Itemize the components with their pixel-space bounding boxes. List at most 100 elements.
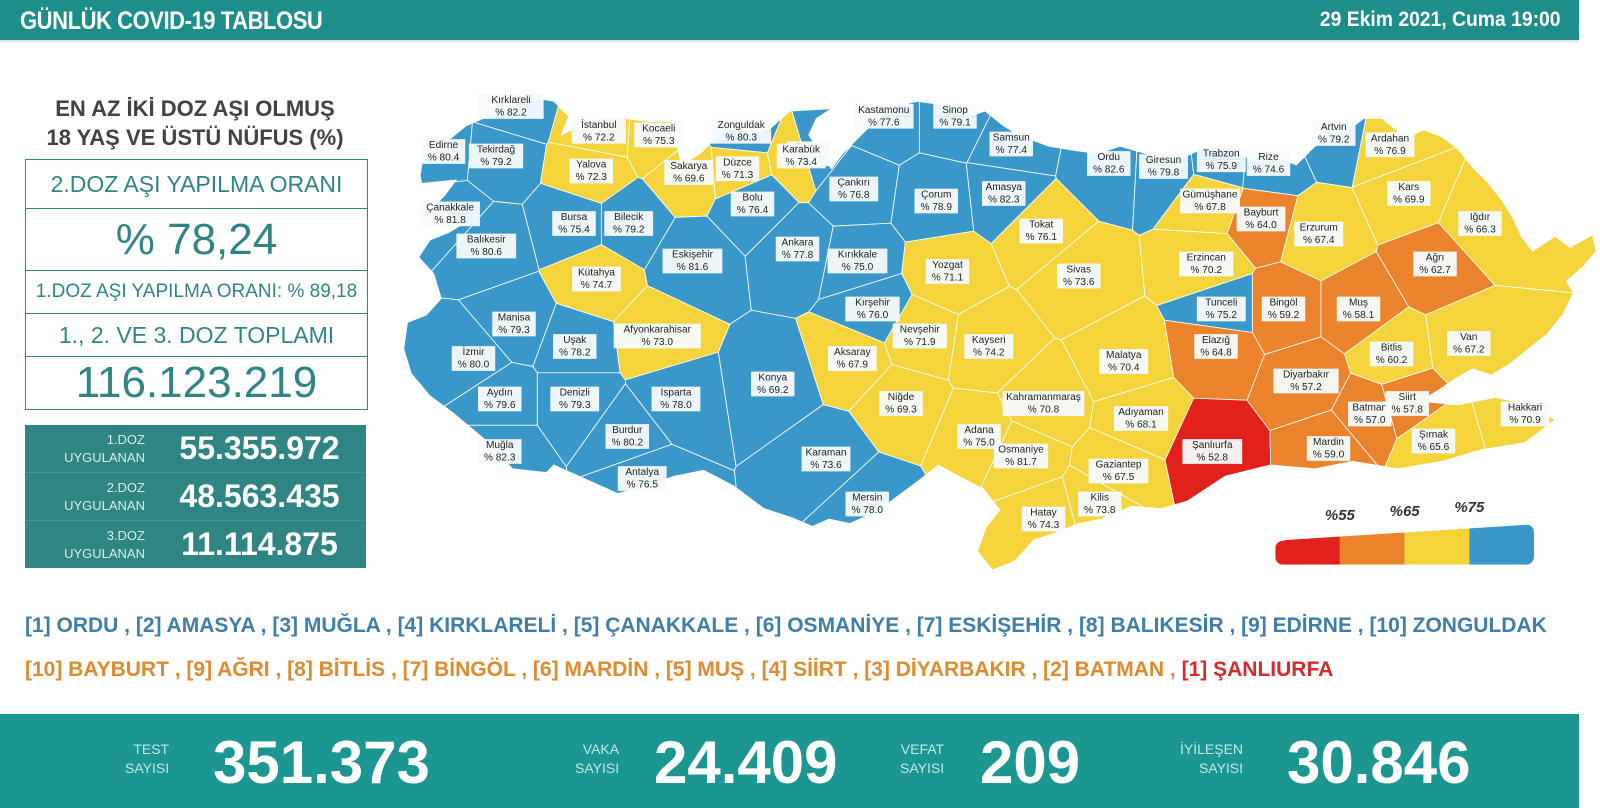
svg-text:% 82.3: % 82.3 (484, 453, 516, 464)
svg-text:% 73.4: % 73.4 (786, 157, 818, 168)
svg-text:Şırnak: Şırnak (1419, 430, 1449, 441)
svg-text:% 77.6: % 77.6 (868, 117, 900, 128)
svg-text:Trabzon: Trabzon (1203, 148, 1240, 159)
svg-text:Karaman: Karaman (805, 448, 846, 459)
svg-text:% 76.1: % 76.1 (1026, 232, 1058, 243)
svg-text:Eskişehir: Eskişehir (672, 250, 714, 261)
svg-text:% 57.8: % 57.8 (1392, 405, 1424, 416)
svg-text:Ankara: Ankara (781, 238, 813, 249)
svg-text:% 71.3: % 71.3 (722, 170, 754, 181)
svg-text:% 73.6: % 73.6 (1063, 277, 1095, 288)
svg-text:Aksaray: Aksaray (834, 347, 871, 358)
svg-text:Sinop: Sinop (942, 105, 968, 116)
svg-text:% 67.2: % 67.2 (1453, 345, 1485, 356)
svg-text:% 73.8: % 73.8 (1084, 505, 1116, 516)
svg-text:Elazığ: Elazığ (1202, 335, 1230, 346)
svg-text:Diyarbakır: Diyarbakır (1283, 370, 1330, 381)
svg-text:Uşak: Uşak (563, 335, 587, 346)
svg-text:Konya: Konya (758, 373, 787, 384)
svg-text:%75: %75 (1454, 499, 1485, 516)
svg-text:% 75.4: % 75.4 (558, 225, 590, 236)
svg-text:Tekirdağ: Tekirdağ (477, 145, 515, 156)
svg-text:Yozgat: Yozgat (932, 260, 963, 271)
svg-text:Düzce: Düzce (723, 157, 752, 168)
svg-text:Afyonkarahisar: Afyonkarahisar (624, 325, 692, 336)
svg-text:% 80.6: % 80.6 (471, 247, 503, 258)
svg-text:Iğdır: Iğdır (1470, 212, 1491, 223)
svg-text:% 70.2: % 70.2 (1191, 265, 1223, 276)
svg-text:% 69.6: % 69.6 (673, 174, 705, 185)
svg-text:Çorum: Çorum (921, 190, 951, 201)
svg-text:Rize: Rize (1258, 152, 1279, 163)
svg-text:% 72.2: % 72.2 (583, 132, 615, 143)
svg-text:Kütahya: Kütahya (578, 268, 615, 279)
svg-text:% 74.7: % 74.7 (581, 280, 613, 291)
svg-text:% 82.2: % 82.2 (495, 108, 527, 119)
svg-text:Batman: Batman (1352, 403, 1387, 414)
svg-text:Samsun: Samsun (993, 133, 1030, 144)
svg-text:% 76.0: % 76.0 (857, 310, 889, 321)
svg-text:% 78.0: % 78.0 (660, 400, 692, 411)
svg-text:Bursa: Bursa (561, 212, 588, 223)
svg-text:% 79.2: % 79.2 (480, 157, 512, 168)
svg-text:% 76.4: % 76.4 (737, 205, 769, 216)
svg-text:% 76.5: % 76.5 (627, 480, 659, 491)
svg-text:% 77.8: % 77.8 (782, 250, 814, 261)
svg-text:Sivas: Sivas (1066, 265, 1091, 276)
svg-text:% 76.8: % 76.8 (838, 190, 870, 201)
svg-text:Burdur: Burdur (612, 425, 643, 436)
svg-text:% 75.3: % 75.3 (643, 136, 675, 147)
svg-text:Tunceli: Tunceli (1205, 298, 1237, 309)
svg-text:Muğla: Muğla (486, 440, 514, 451)
svg-text:Antalya: Antalya (625, 467, 659, 478)
svg-text:Hakkari: Hakkari (1508, 403, 1542, 414)
svg-text:Yalova: Yalova (576, 160, 607, 171)
svg-text:Erzurum: Erzurum (1300, 223, 1338, 234)
svg-text:% 81.6: % 81.6 (677, 262, 709, 273)
svg-text:% 73.0: % 73.0 (642, 337, 674, 348)
svg-text:Kırşehir: Kırşehir (855, 298, 890, 309)
svg-text:% 76.9: % 76.9 (1374, 146, 1406, 157)
svg-text:Muş: Muş (1349, 298, 1368, 309)
svg-text:%55: %55 (1325, 507, 1356, 524)
svg-text:% 64.0: % 64.0 (1245, 220, 1277, 231)
svg-text:Siirt: Siirt (1399, 392, 1417, 403)
svg-text:% 67.5: % 67.5 (1103, 472, 1135, 483)
svg-text:Aydın: Aydın (487, 388, 513, 399)
svg-text:% 77.4: % 77.4 (996, 145, 1028, 156)
svg-text:Çanakkale: Çanakkale (426, 203, 474, 214)
svg-text:% 80.4: % 80.4 (428, 153, 460, 164)
svg-text:Ağrı: Ağrı (1426, 253, 1445, 264)
svg-text:Kastamonu: Kastamonu (858, 105, 909, 116)
svg-text:Kilis: Kilis (1090, 493, 1109, 504)
svg-text:Hatay: Hatay (1030, 508, 1057, 519)
svg-text:İzmir: İzmir (463, 345, 486, 358)
svg-text:Kırıkkale: Kırıkkale (838, 250, 878, 261)
svg-text:% 75.0: % 75.0 (842, 262, 874, 273)
svg-text:Sakarya: Sakarya (670, 161, 707, 172)
svg-text:% 67.4: % 67.4 (1303, 235, 1335, 246)
svg-text:% 81.7: % 81.7 (1005, 457, 1037, 468)
svg-text:% 57.2: % 57.2 (1290, 382, 1322, 393)
svg-text:% 67.8: % 67.8 (1194, 202, 1226, 213)
svg-text:Manisa: Manisa (498, 313, 531, 324)
svg-text:% 79.3: % 79.3 (559, 400, 591, 411)
svg-text:% 82.3: % 82.3 (988, 195, 1020, 206)
svg-text:% 81.8: % 81.8 (434, 215, 466, 226)
svg-text:% 74.3: % 74.3 (1028, 520, 1060, 531)
svg-text:Malatya: Malatya (1106, 350, 1142, 361)
svg-text:Van: Van (1460, 332, 1477, 343)
svg-text:Kahramanmaraş: Kahramanmaraş (1006, 392, 1081, 403)
svg-text:% 70.9: % 70.9 (1509, 415, 1541, 426)
svg-text:% 78.2: % 78.2 (559, 348, 591, 359)
svg-text:Mardin: Mardin (1313, 437, 1344, 448)
svg-text:Zonguldak: Zonguldak (718, 120, 766, 131)
svg-text:Balıkesir: Balıkesir (467, 235, 506, 246)
svg-text:% 79.6: % 79.6 (484, 400, 516, 411)
svg-text:% 60.2: % 60.2 (1376, 355, 1408, 366)
svg-text:% 78.0: % 78.0 (852, 505, 884, 516)
svg-text:Tokat: Tokat (1029, 220, 1053, 231)
svg-text:% 65.6: % 65.6 (1418, 442, 1450, 453)
svg-text:% 59.0: % 59.0 (1313, 450, 1345, 461)
svg-text:% 80.3: % 80.3 (726, 132, 758, 143)
